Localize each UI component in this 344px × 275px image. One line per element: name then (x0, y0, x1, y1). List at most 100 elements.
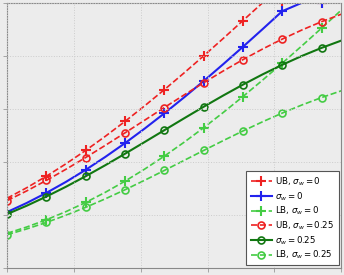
$\sigma_w = 0.25$ (260, 73, 265, 76)
Line: $\sigma_w = 0.25$: $\sigma_w = 0.25$ (3, 37, 344, 218)
Line: LB, $\sigma_w = 0.25$: LB, $\sigma_w = 0.25$ (3, 87, 344, 238)
UB, $\sigma_w = 0$ (24, 186, 29, 189)
LB, $\sigma_w = 0.25$ (123, 188, 127, 191)
UB, $\sigma_w = 0$ (300, 1, 304, 4)
$\sigma_w = 0.25$ (64, 185, 68, 188)
$\sigma_w = 0$ (44, 191, 49, 195)
LB, $\sigma_w = 0.25$ (64, 214, 68, 217)
$\sigma_w = 0.25$ (44, 195, 49, 198)
$\sigma_w = 0$ (339, 1, 343, 4)
LB, $\sigma_w = 0.25$ (339, 89, 343, 92)
UB, $\sigma_w = 0$ (162, 88, 166, 91)
LB, $\sigma_w = 0.25$ (280, 111, 284, 115)
UB, $\sigma_w = 0.25$ (339, 13, 343, 16)
$\sigma_w = 0.25$ (280, 63, 284, 67)
$\sigma_w = 0$ (260, 28, 265, 31)
$\sigma_w = 0$ (202, 79, 206, 83)
$\sigma_w = 0$ (103, 155, 107, 159)
LB, $\sigma_w = 0$ (123, 180, 127, 183)
UB, $\sigma_w = 0.25$ (142, 119, 147, 122)
UB, $\sigma_w = 0.25$ (162, 106, 166, 109)
UB, $\sigma_w = 0$ (202, 54, 206, 57)
$\sigma_w = 0$ (123, 142, 127, 145)
UB, $\sigma_w = 0.25$ (221, 69, 225, 73)
UB, $\sigma_w = 0.25$ (241, 58, 245, 61)
LB, $\sigma_w = 0$ (5, 232, 9, 235)
LB, $\sigma_w = 0$ (241, 95, 245, 98)
UB, $\sigma_w = 0$ (182, 72, 186, 75)
$\sigma_w = 0.25$ (339, 39, 343, 42)
LB, $\sigma_w = 0.25$ (44, 221, 49, 224)
LB, $\sigma_w = 0$ (339, 9, 343, 12)
UB, $\sigma_w = 0.25$ (24, 189, 29, 192)
UB, $\sigma_w = 0$ (84, 149, 88, 152)
LB, $\sigma_w = 0.25$ (202, 149, 206, 152)
LB, $\sigma_w = 0$ (64, 210, 68, 213)
UB, $\sigma_w = 0.25$ (260, 47, 265, 51)
LB, $\sigma_w = 0$ (202, 126, 206, 130)
$\sigma_w = 0.25$ (162, 129, 166, 132)
$\sigma_w = 0$ (162, 112, 166, 115)
UB, $\sigma_w = 0.25$ (320, 20, 324, 23)
$\sigma_w = 0$ (142, 127, 147, 130)
UB, $\sigma_w = 0.25$ (5, 199, 9, 202)
Legend: UB, $\sigma_w = 0$, $\sigma_w = 0$, LB, $\sigma_w = 0$, UB, $\sigma_w = 0.25$, $: UB, $\sigma_w = 0$, $\sigma_w = 0$, LB, … (246, 171, 338, 265)
$\sigma_w = 0$ (320, 1, 324, 4)
$\sigma_w = 0$ (221, 62, 225, 66)
LB, $\sigma_w = 0$ (103, 191, 107, 194)
$\sigma_w = 0$ (84, 168, 88, 172)
UB, $\sigma_w = 0.25$ (44, 179, 49, 182)
UB, $\sigma_w = 0$ (123, 120, 127, 123)
UB, $\sigma_w = 0$ (339, 1, 343, 4)
UB, $\sigma_w = 0.25$ (84, 156, 88, 159)
UB, $\sigma_w = 0$ (64, 162, 68, 166)
$\sigma_w = 0.25$ (142, 141, 147, 144)
$\sigma_w = 0$ (280, 10, 284, 13)
$\sigma_w = 0.25$ (84, 175, 88, 178)
LB, $\sigma_w = 0.25$ (162, 169, 166, 172)
LB, $\sigma_w = 0$ (280, 62, 284, 65)
UB, $\sigma_w = 0.25$ (64, 168, 68, 171)
LB, $\sigma_w = 0.25$ (221, 139, 225, 142)
UB, $\sigma_w = 0.25$ (103, 144, 107, 147)
UB, $\sigma_w = 0$ (320, 1, 324, 4)
LB, $\sigma_w = 0.25$ (24, 227, 29, 231)
$\sigma_w = 0$ (241, 45, 245, 48)
LB, $\sigma_w = 0$ (260, 78, 265, 82)
LB, $\sigma_w = 0$ (84, 201, 88, 204)
UB, $\sigma_w = 0$ (44, 175, 49, 178)
UB, $\sigma_w = 0.25$ (280, 37, 284, 41)
$\sigma_w = 0.25$ (202, 105, 206, 108)
$\sigma_w = 0$ (64, 180, 68, 183)
$\sigma_w = 0.25$ (24, 204, 29, 207)
Line: LB, $\sigma_w = 0$: LB, $\sigma_w = 0$ (2, 5, 344, 238)
UB, $\sigma_w = 0$ (260, 1, 265, 4)
LB, $\sigma_w = 0$ (142, 167, 147, 171)
LB, $\sigma_w = 0.25$ (5, 233, 9, 236)
LB, $\sigma_w = 0$ (182, 141, 186, 144)
LB, $\sigma_w = 0$ (320, 26, 324, 30)
$\sigma_w = 0.25$ (300, 54, 304, 57)
LB, $\sigma_w = 0$ (300, 44, 304, 48)
LB, $\sigma_w = 0$ (24, 226, 29, 229)
LB, $\sigma_w = 0.25$ (84, 206, 88, 209)
UB, $\sigma_w = 0.25$ (182, 94, 186, 97)
LB, $\sigma_w = 0.25$ (260, 120, 265, 123)
Line: UB, $\sigma_w = 0$: UB, $\sigma_w = 0$ (2, 0, 344, 203)
UB, $\sigma_w = 0$ (103, 135, 107, 138)
Line: $\sigma_w = 0$: $\sigma_w = 0$ (2, 0, 344, 217)
UB, $\sigma_w = 0.25$ (123, 131, 127, 134)
LB, $\sigma_w = 0.25$ (142, 179, 147, 182)
$\sigma_w = 0.25$ (241, 83, 245, 86)
UB, $\sigma_w = 0.25$ (300, 28, 304, 32)
LB, $\sigma_w = 0.25$ (241, 129, 245, 133)
LB, $\sigma_w = 0.25$ (320, 96, 324, 99)
LB, $\sigma_w = 0.25$ (103, 197, 107, 200)
$\sigma_w = 0.25$ (5, 213, 9, 216)
$\sigma_w = 0$ (5, 210, 9, 214)
LB, $\sigma_w = 0$ (44, 218, 49, 221)
UB, $\sigma_w = 0$ (5, 197, 9, 200)
LB, $\sigma_w = 0.25$ (300, 103, 304, 107)
$\sigma_w = 0.25$ (123, 152, 127, 155)
$\sigma_w = 0.25$ (182, 117, 186, 120)
